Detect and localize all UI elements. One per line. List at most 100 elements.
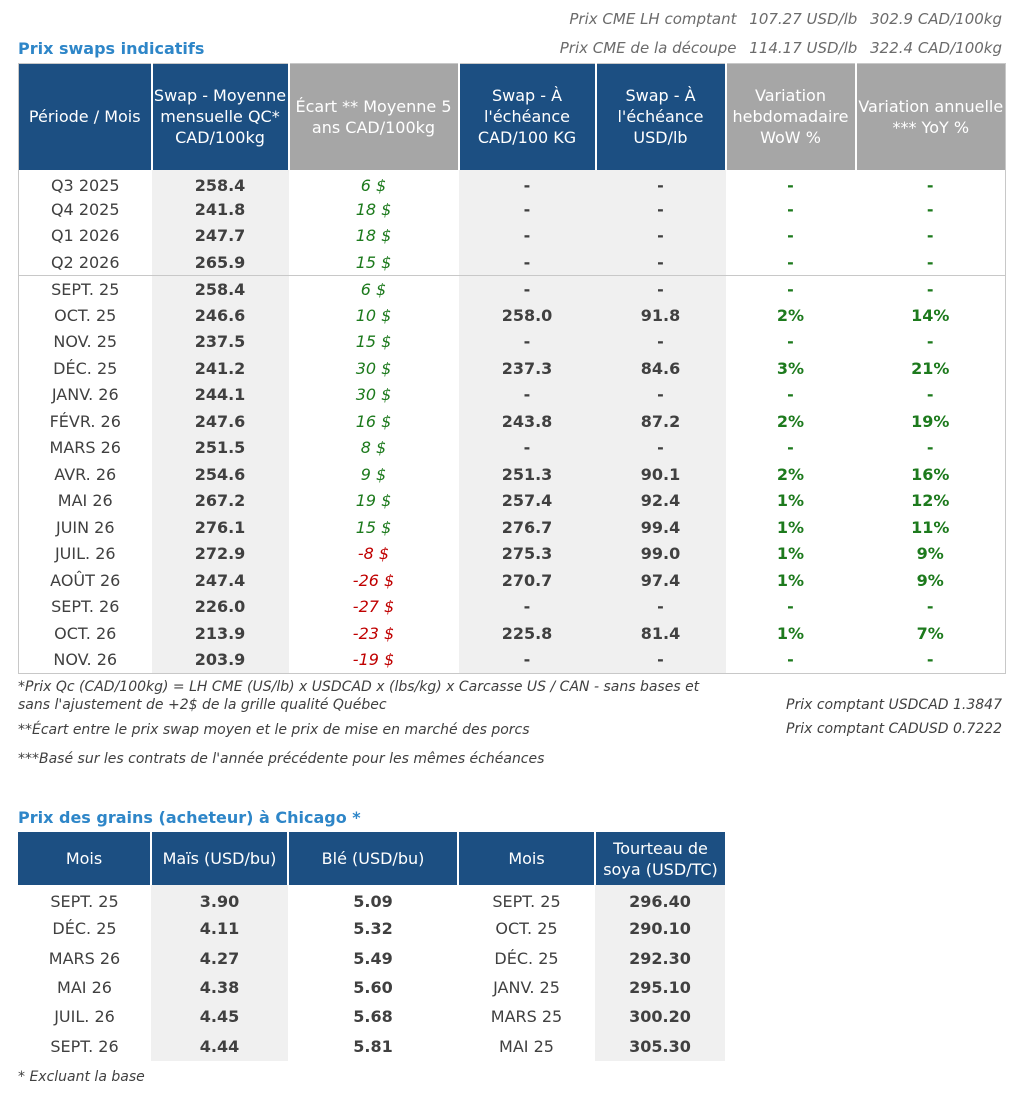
- header-wow: Variation hebdomadaire WoW %: [725, 63, 857, 170]
- cell-swap-usd: 87.2: [595, 408, 726, 435]
- cell-spread: -26 $: [352, 570, 395, 590]
- cell-yoy: 14%: [911, 305, 950, 325]
- cell-period: Q4 2025: [50, 199, 120, 219]
- table-row: Q3 2025 258.4 6 $ - - - -: [19, 169, 1006, 196]
- cell-swap-cad: 243.8: [458, 408, 596, 435]
- cell-swap-cad: -: [458, 646, 596, 673]
- cell-swap-usd: -: [595, 169, 726, 196]
- cell-wow: 2%: [776, 464, 805, 484]
- cell-wow: 1%: [776, 544, 805, 564]
- cell-swap-cad: -: [458, 249, 596, 276]
- cell-spread: 15 $: [355, 252, 392, 272]
- footnote-2: **Écart entre le prix swap moyen et le p…: [18, 722, 530, 738]
- cell-yoy: -: [926, 176, 934, 196]
- cell-swap-avg: 213.9: [151, 620, 289, 647]
- footnote-3: ***Basé sur les contrats de l'année préc…: [18, 751, 545, 767]
- cell-wheat: 5.68: [353, 1007, 393, 1027]
- cell-swap-cad: -: [458, 196, 596, 223]
- cell-swap-avg: 241.2: [151, 355, 289, 382]
- table-row: NOV. 26 203.9 -19 $ - - - -: [19, 646, 1006, 673]
- table-row: SEPT. 25 258.4 6 $ - - - -: [18, 275, 1006, 302]
- cell-wow: -: [787, 385, 794, 405]
- cell-wheat: 5.81: [353, 1036, 393, 1056]
- cell-period: FÉVR. 26: [49, 411, 121, 431]
- cme-lh-label: Prix CME LH comptant: [569, 10, 737, 28]
- cell-swap-usd: -: [595, 593, 726, 620]
- cell-wheat: 5.09: [353, 892, 393, 912]
- cell-corn: 4.11: [151, 914, 288, 944]
- cell-corn: 4.44: [151, 1031, 288, 1061]
- footnote-1-line2: sans l'ajustement de +2$ de la grille qu…: [18, 697, 387, 713]
- cell-swap-cad: -: [458, 328, 596, 355]
- cell-yoy: -: [926, 252, 934, 272]
- grains-table: Mois Maïs (USD/bu) Blé (USD/bu) Mois Tou…: [18, 832, 725, 1061]
- table-row: JANV. 26 244.1 30 $ - - - -: [19, 381, 1006, 408]
- cell-yoy: 9%: [916, 544, 944, 564]
- cell-spread: -19 $: [352, 650, 395, 669]
- footnote-1: *Prix Qc (CAD/100kg) = LH CME (US/lb) x …: [18, 678, 699, 714]
- table-row: OCT. 26 213.9 -23 $ 225.8 81.4 1% 7%: [19, 620, 1006, 647]
- cell-swap-cad: -: [458, 593, 596, 620]
- cell-swap-usd: -: [595, 222, 726, 249]
- cell-wow: 1%: [776, 570, 805, 590]
- cell-yoy: 12%: [911, 491, 950, 511]
- cell-swap-avg: 265.9: [151, 249, 289, 276]
- cell-yoy: -: [926, 332, 934, 352]
- cell-swap-usd: 99.0: [595, 540, 726, 567]
- table-row: Q4 2025 241.8 18 $ - - - -: [19, 196, 1006, 223]
- cell-corn: 4.27: [151, 943, 288, 973]
- cell-swap-avg: 237.5: [151, 328, 289, 355]
- cadusd-rate: Prix comptant CADUSD 0.7222: [786, 721, 1002, 737]
- cell-period: JANV. 26: [51, 385, 119, 405]
- table-row: Q2 2026 265.9 15 $ - - - -: [19, 249, 1006, 276]
- grains-header-month: Mois: [18, 832, 152, 885]
- cell-month-2: SEPT. 25: [492, 892, 561, 912]
- cell-period: MAI 26: [57, 491, 113, 511]
- cell-swap-cad: 225.8: [458, 620, 596, 647]
- cell-wheat: 5.60: [353, 978, 393, 998]
- cell-swap-usd: 91.8: [595, 302, 726, 329]
- cme-cut-label: Prix CME de la découpe: [559, 39, 737, 57]
- cell-swap-usd: 97.4: [595, 567, 726, 594]
- cell-swap-cad: 257.4: [458, 487, 596, 514]
- cell-yoy: 11%: [911, 517, 950, 537]
- table-row: DÉC. 25 241.2 30 $ 237.3 84.6 3% 21%: [19, 355, 1006, 382]
- cell-month: JUIL. 26: [54, 1007, 115, 1027]
- cell-yoy: 7%: [916, 623, 944, 643]
- cell-period: JUIN 26: [55, 517, 115, 537]
- cell-swap-cad: 237.3: [458, 355, 596, 382]
- grains-header-wheat: Blé (USD/bu): [288, 832, 459, 885]
- cell-month: DÉC. 25: [52, 919, 117, 939]
- cell-swap-cad: -: [458, 275, 596, 302]
- table-row: MAI 26 267.2 19 $ 257.4 92.4 1% 12%: [19, 487, 1006, 514]
- table-row: FÉVR. 26 247.6 16 $ 243.8 87.2 2% 19%: [19, 408, 1006, 435]
- swap-section-title: Prix swaps indicatifs: [18, 39, 205, 58]
- cell-swap-avg: 251.5: [151, 434, 289, 461]
- cell-swap-usd: -: [595, 196, 726, 223]
- cell-wow: -: [787, 597, 794, 617]
- cell-spread: 6 $: [360, 176, 387, 196]
- cell-wow: -: [787, 252, 794, 272]
- header-swap-cad: Swap - À l'échéance CAD/100 KG: [458, 63, 597, 170]
- cell-spread: 10 $: [355, 305, 392, 325]
- cell-swap-avg: 226.0: [151, 593, 289, 620]
- table-row: SEPT. 26 4.44 5.81 MAI 25 305.30: [18, 1031, 725, 1061]
- cell-period: Q3 2025: [50, 176, 120, 196]
- cell-spread: 18 $: [355, 199, 392, 219]
- table-row: Q1 2026 247.7 18 $ - - - -: [19, 222, 1006, 249]
- cell-corn: 4.38: [151, 972, 288, 1003]
- cell-period: SEPT. 25: [18, 275, 152, 302]
- cell-yoy: 19%: [911, 411, 950, 431]
- grains-section-title: Prix des grains (acheteur) à Chicago *: [18, 808, 361, 827]
- cme-cut-line: Prix CME de la découpe 114.17 USD/lb 322…: [552, 39, 1002, 57]
- cell-swap-usd: 99.4: [595, 514, 726, 541]
- cell-swap-usd: 81.4: [595, 620, 726, 647]
- cell-swap-avg: 244.1: [151, 381, 289, 408]
- cell-period: DÉC. 25: [53, 358, 118, 378]
- cell-month: MAI 26: [57, 978, 112, 998]
- cell-month-2: MARS 25: [490, 1007, 563, 1027]
- cell-spread: 30 $: [355, 358, 392, 378]
- header-period: Période / Mois: [18, 63, 153, 170]
- cell-swap-usd: -: [595, 434, 726, 461]
- table-row: SEPT. 26 226.0 -27 $ - - - -: [19, 593, 1006, 620]
